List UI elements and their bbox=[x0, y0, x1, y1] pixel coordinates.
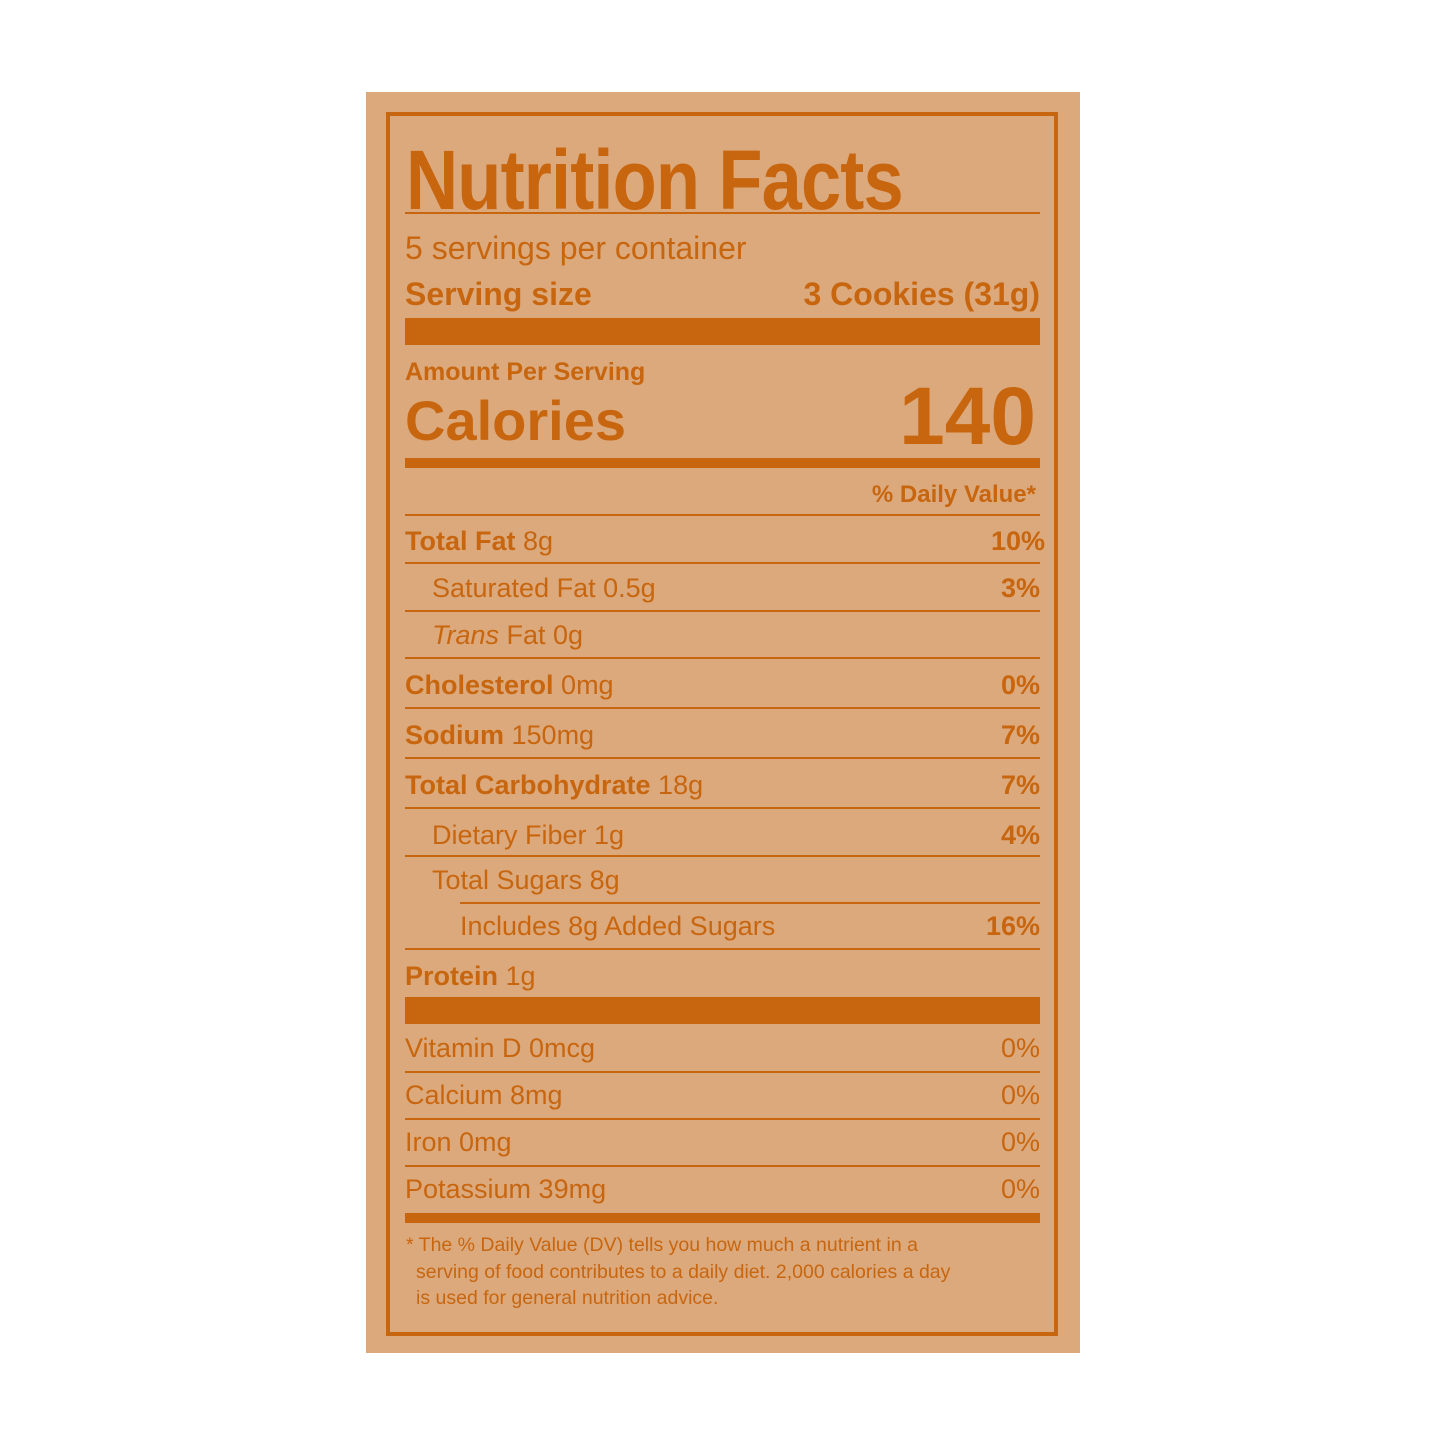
nutrient-row-saturated-fat: Saturated Fat 0.5g 3% bbox=[405, 568, 1040, 608]
nutrient-amount: 18g bbox=[658, 770, 704, 800]
nutrient-row-dietary-fiber: Dietary Fiber 1g 4% bbox=[405, 815, 1040, 855]
label-border bbox=[386, 112, 1058, 1336]
amount-per-serving: Amount Per Serving bbox=[405, 358, 646, 386]
vitamin-dv: 0% bbox=[1000, 1127, 1040, 1157]
nutrient-dv: 7% bbox=[1000, 770, 1040, 800]
label-title: Nutrition Facts bbox=[406, 133, 904, 227]
nutrient-name: Total Carbohydrate bbox=[405, 770, 651, 800]
nutrition-label: Nutrition Facts 5 servings per container… bbox=[366, 92, 1080, 1353]
vitamin-dv: 0% bbox=[1000, 1174, 1040, 1204]
divider bbox=[405, 757, 1040, 759]
vitamin-name: Vitamin D 0mcg bbox=[405, 1033, 596, 1063]
divider bbox=[405, 657, 1040, 659]
serving-size-value: 3 Cookies (31g) bbox=[803, 276, 1040, 312]
medium-divider bbox=[405, 1213, 1040, 1223]
vitamin-name: Iron 0mg bbox=[405, 1127, 512, 1157]
nutrient-name: Total Fat bbox=[405, 526, 516, 556]
divider bbox=[405, 707, 1040, 709]
nutrient-amount: 8g bbox=[523, 526, 554, 556]
divider bbox=[405, 948, 1040, 950]
nutrient-row-trans-fat: Trans Fat 0g bbox=[405, 615, 1040, 655]
nutrient-row-added-sugars: Includes 8g Added Sugars 16% bbox=[405, 906, 1040, 946]
nutrient-name: Fat 0g bbox=[499, 620, 584, 650]
daily-value-header: % Daily Value* bbox=[871, 481, 1036, 508]
nutrient-name: Dietary Fiber 1g bbox=[432, 820, 625, 850]
nutrient-name-italic: Trans bbox=[432, 620, 500, 650]
divider bbox=[405, 855, 1040, 857]
nutrient-amount: 1g bbox=[505, 961, 536, 991]
divider bbox=[460, 902, 1040, 904]
divider bbox=[405, 610, 1040, 612]
nutrient-name: Total Sugars 8g bbox=[432, 865, 620, 895]
nutrient-name: Saturated Fat 0.5g bbox=[432, 573, 656, 603]
vitamin-dv: 0% bbox=[1000, 1033, 1040, 1063]
nutrient-name: Includes 8g Added Sugars bbox=[460, 911, 776, 941]
divider bbox=[405, 1165, 1040, 1167]
nutrient-row-sodium: Sodium 150mg 7% bbox=[405, 715, 1040, 755]
nutrient-dv: 10% bbox=[990, 526, 1045, 556]
vitamin-row-calcium: Calcium 8mg 0% bbox=[405, 1075, 1040, 1115]
nutrient-amount: 0mg bbox=[561, 670, 614, 700]
divider bbox=[405, 807, 1040, 809]
divider bbox=[405, 562, 1040, 564]
divider bbox=[405, 514, 1040, 516]
servings-per-container: 5 servings per container bbox=[405, 230, 747, 266]
footnote: * The % Daily Value (DV) tells you how m… bbox=[406, 1232, 1036, 1312]
footnote-line: serving of food contributes to a daily d… bbox=[416, 1260, 951, 1283]
nutrient-name: Protein bbox=[405, 961, 499, 991]
footnote-line: is used for general nutrition advice. bbox=[416, 1287, 719, 1309]
nutrient-dv: 16% bbox=[985, 911, 1040, 941]
calories-value: 140 bbox=[899, 371, 1036, 462]
nutrient-name: Cholesterol bbox=[405, 670, 554, 700]
nutrient-row-total-carbohydrate: Total Carbohydrate 18g 7% bbox=[405, 765, 1040, 805]
nutrient-row-cholesterol: Cholesterol 0mg 0% bbox=[405, 665, 1040, 705]
vitamin-name: Potassium 39mg bbox=[405, 1174, 607, 1204]
nutrient-amount: 150mg bbox=[511, 720, 595, 750]
vitamin-row-potassium: Potassium 39mg 0% bbox=[405, 1169, 1040, 1209]
nutrient-dv: 4% bbox=[1000, 820, 1040, 850]
nutrient-dv: 7% bbox=[1000, 720, 1040, 750]
serving-size-label: Serving size bbox=[405, 276, 592, 312]
nutrient-dv: 0% bbox=[1000, 670, 1040, 700]
nutrient-dv: 3% bbox=[1000, 573, 1040, 603]
divider bbox=[405, 1071, 1040, 1073]
vitamin-row-iron: Iron 0mg 0% bbox=[405, 1122, 1040, 1162]
vitamin-dv: 0% bbox=[1000, 1080, 1040, 1110]
divider bbox=[405, 1118, 1040, 1120]
medium-divider bbox=[405, 458, 1040, 468]
nutrient-row-total-fat: Total Fat 8g 10% bbox=[405, 521, 1045, 561]
footnote-line: * The % Daily Value (DV) tells you how m… bbox=[406, 1234, 918, 1256]
thick-divider bbox=[405, 318, 1040, 345]
nutrient-name: Sodium bbox=[405, 720, 504, 750]
calories-label: Calories bbox=[405, 389, 626, 452]
vitamin-row-vitamin-d: Vitamin D 0mcg 0% bbox=[405, 1028, 1040, 1068]
vitamin-name: Calcium 8mg bbox=[405, 1080, 563, 1110]
thick-divider bbox=[405, 997, 1040, 1024]
divider bbox=[405, 212, 1040, 214]
nutrient-row-total-sugars: Total Sugars 8g bbox=[405, 860, 1040, 900]
nutrient-row-protein: Protein 1g bbox=[405, 956, 1040, 996]
